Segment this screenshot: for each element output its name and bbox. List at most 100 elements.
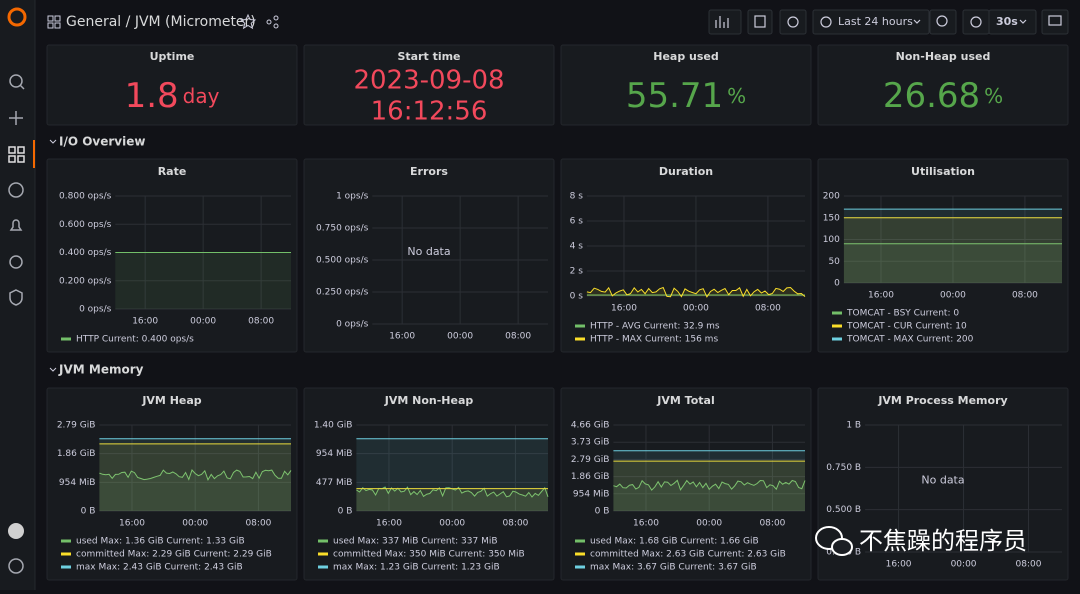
- tv-icon: [1048, 15, 1062, 26]
- trace-fill: [99, 443, 292, 511]
- y-tick-label: 0.750 ops/s: [316, 224, 369, 234]
- stat-title: Non-Heap used: [896, 50, 991, 63]
- trace: [586, 286, 806, 298]
- create-icon[interactable]: [9, 111, 23, 125]
- trace-fill: [843, 217, 1062, 283]
- y-tick-label: 2.79 GiB: [571, 455, 610, 465]
- stat-value: 26.68: [883, 76, 980, 116]
- dashboard-title[interactable]: JVM (Micrometer): [134, 14, 256, 30]
- y-tick-label: 954 MiB: [573, 489, 609, 499]
- y-tick-label: 0.200 ops/s: [59, 276, 112, 286]
- panel-title: Duration: [659, 165, 713, 178]
- add-panel-button[interactable]: [708, 9, 742, 35]
- refresh-value[interactable]: 30s: [996, 15, 1018, 28]
- stat-unit: %: [984, 84, 1003, 108]
- no-data: No data: [407, 245, 450, 258]
- y-tick-label: 1 ops/s: [336, 192, 369, 202]
- legend-text: committed Max: 350 MiB Current: 350 MiB: [333, 550, 525, 560]
- y-tick-label: 0.250 ops/s: [316, 288, 369, 298]
- wechat-icon-2: [831, 538, 853, 556]
- help-icon[interactable]: [8, 558, 24, 574]
- refresh-button[interactable]: [962, 9, 990, 35]
- breadcrumb-separator: /: [126, 14, 131, 30]
- y-tick-label: 2.79 GiB: [57, 421, 96, 431]
- y-tick-label: 1 B: [846, 421, 861, 431]
- interval-caret: [1019, 19, 1027, 24]
- legend-text: committed Max: 2.63 GiB Current: 2.63 Gi…: [590, 550, 786, 560]
- time-picker[interactable]: [812, 9, 930, 35]
- panel-title: Errors: [410, 165, 448, 178]
- y-tick-label: 0 B: [595, 507, 610, 517]
- x-tick-label: 00:00: [439, 519, 465, 529]
- y-tick-label: 1.40 GiB: [314, 421, 353, 431]
- star-icon[interactable]: [239, 13, 257, 30]
- y-tick-label: 0.750 B: [826, 463, 861, 473]
- admin-icon[interactable]: [9, 289, 23, 306]
- dashboards-icon[interactable]: [8, 146, 25, 163]
- legend-text: HTTP Current: 0.400 ops/s: [76, 335, 194, 345]
- x-tick-label: 16:00: [389, 332, 415, 342]
- zoom-out-button[interactable]: [929, 9, 957, 35]
- avatar[interactable]: [8, 523, 24, 539]
- y-tick-label: 6 s: [570, 217, 584, 227]
- refresh-interval[interactable]: [988, 9, 1037, 35]
- add-panel-icon: [715, 16, 729, 28]
- save-button[interactable]: [747, 9, 773, 35]
- breadcrumb-folder[interactable]: General: [66, 14, 121, 30]
- legend-text: HTTP - MAX Current: 156 ms: [590, 335, 718, 345]
- grid-icon: [47, 15, 61, 29]
- x-tick-label: 00:00: [447, 332, 473, 342]
- legend-swatch: [575, 552, 585, 556]
- legend-swatch: [61, 337, 71, 341]
- explore-icon[interactable]: [8, 182, 24, 198]
- logo[interactable]: [7, 7, 27, 27]
- legend-swatch: [575, 337, 585, 341]
- x-tick-label: 16:00: [376, 519, 402, 529]
- x-tick-label: 00:00: [951, 560, 977, 570]
- time-caret: [913, 19, 921, 24]
- y-tick-label: 0.600 ops/s: [59, 220, 112, 230]
- legend-text: TOMCAT - CUR Current: 10: [846, 322, 967, 332]
- row-caret: [49, 367, 57, 372]
- y-tick-label: 954 MiB: [316, 449, 352, 459]
- alerting-icon[interactable]: [9, 219, 23, 231]
- tv-mode-button[interactable]: [1041, 9, 1069, 35]
- stat-unit: %: [727, 84, 746, 108]
- panel: [46, 387, 298, 581]
- y-tick-label: 150: [823, 213, 840, 223]
- x-tick-label: 16:00: [119, 519, 145, 529]
- trace-fill: [356, 487, 548, 511]
- y-tick-label: 4.66 GiB: [571, 421, 610, 431]
- share-icon[interactable]: [266, 15, 279, 29]
- stat-title: Uptime: [150, 50, 195, 63]
- x-tick-label: 08:00: [1012, 291, 1038, 301]
- stat-value: 2023-09-08: [353, 66, 504, 96]
- legend-text: max Max: 1.23 GiB Current: 1.23 GiB: [333, 563, 500, 573]
- legend-swatch: [318, 552, 328, 556]
- y-tick-label: 0.500 B: [826, 505, 861, 515]
- y-tick-label: 0 ops/s: [79, 305, 112, 315]
- stat: 26.68%: [883, 76, 1003, 116]
- x-tick-label: 08:00: [248, 317, 274, 327]
- trace-fill: [99, 470, 292, 511]
- x-tick-label: 16:00: [886, 560, 912, 570]
- config-icon[interactable]: [9, 255, 23, 269]
- settings-button[interactable]: [779, 9, 807, 35]
- refresh-icon: [970, 16, 982, 28]
- time-range[interactable]: Last 24 hours: [838, 15, 913, 28]
- panel: [817, 387, 1069, 581]
- breadcrumb[interactable]: General / JVM (Micrometer): [66, 14, 256, 30]
- y-tick-label: 3.73 GiB: [571, 438, 610, 448]
- y-tick-label: 0.800 ops/s: [59, 192, 112, 202]
- trace-fill: [843, 243, 1062, 283]
- legend-swatch: [318, 565, 328, 569]
- search-icon[interactable]: [9, 74, 23, 88]
- y-tick-label: 0.400 ops/s: [59, 248, 112, 258]
- trace-fill: [356, 438, 548, 511]
- y-tick-label: 4 s: [570, 242, 584, 252]
- panel: [46, 158, 298, 353]
- legend-swatch: [61, 539, 71, 543]
- x-tick-label: 08:00: [505, 332, 531, 342]
- legend-text: committed Max: 2.29 GiB Current: 2.29 Gi…: [76, 550, 272, 560]
